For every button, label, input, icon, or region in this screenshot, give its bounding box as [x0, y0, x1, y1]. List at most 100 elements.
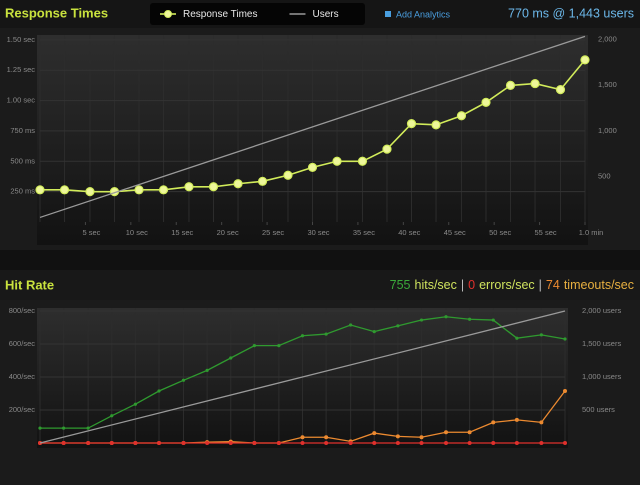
- point-marker: [86, 441, 91, 445]
- summary: 755 hits/sec | 0 errors/sec | 74 timeouts/sec: [390, 278, 634, 292]
- point-marker: [324, 435, 329, 440]
- y-tick-label: 1.25 sec: [7, 65, 36, 74]
- point-marker: [456, 111, 467, 121]
- point-marker: [372, 441, 377, 445]
- point-marker: [276, 441, 281, 445]
- point-marker: [481, 97, 491, 107]
- y2-tick-label: 500: [598, 171, 611, 180]
- point-marker: [419, 441, 424, 445]
- summary-part: timeouts/sec: [564, 278, 634, 292]
- point-marker: [467, 441, 472, 445]
- point-marker: [444, 315, 448, 319]
- point-marker: [431, 120, 441, 130]
- point-marker: [252, 344, 256, 348]
- point-marker: [283, 170, 293, 180]
- x-tick-label: 10 sec: [126, 228, 148, 237]
- y-tick-label: 400/sec: [9, 372, 36, 381]
- point-marker: [491, 441, 496, 445]
- separator: [0, 250, 640, 270]
- point-marker: [514, 441, 519, 445]
- y-tick-label: 800/sec: [9, 306, 36, 315]
- point-marker: [419, 318, 424, 322]
- point-marker: [332, 156, 342, 166]
- point-marker: [396, 324, 400, 328]
- point-marker: [505, 80, 516, 90]
- chart-title: Hit Rate: [5, 277, 54, 292]
- x-tick-label: 1.0 min: [579, 228, 604, 237]
- point-marker: [205, 368, 209, 372]
- point-marker: [395, 441, 400, 445]
- x-tick-label: 35 sec: [353, 228, 375, 237]
- y2-tick-label: 1,000 users: [582, 372, 621, 381]
- point-marker: [157, 441, 161, 445]
- point-marker: [233, 179, 243, 189]
- point-marker: [252, 441, 257, 445]
- point-marker: [444, 430, 448, 435]
- point-marker: [38, 426, 42, 430]
- x-tick-label: 40 sec: [398, 228, 420, 237]
- x-tick-label: 30 sec: [307, 228, 329, 237]
- point-marker: [229, 356, 233, 360]
- point-marker: [539, 333, 543, 337]
- point-marker: [467, 430, 472, 435]
- x-tick-label: 25 sec: [262, 228, 284, 237]
- point-marker: [539, 420, 544, 425]
- legend-box: [150, 3, 365, 25]
- point-marker: [324, 441, 329, 445]
- point-marker: [157, 389, 161, 393]
- point-marker: [86, 426, 90, 430]
- y2-tick-label: 500 users: [582, 405, 615, 414]
- series-line: [39, 310, 566, 444]
- point-marker: [85, 187, 95, 197]
- chart-title: Response Times: [5, 5, 108, 20]
- point-marker: [539, 441, 544, 445]
- point-marker: [555, 85, 566, 95]
- point-marker: [357, 156, 368, 166]
- legend-label: Response Times: [183, 9, 257, 20]
- summary-part: hits/sec: [415, 278, 457, 292]
- y2-tick-label: 2,000 users: [582, 306, 621, 315]
- point-marker: [348, 441, 353, 445]
- point-marker: [491, 420, 496, 425]
- y2-tick-label: 1,500 users: [582, 339, 621, 348]
- series-line: [39, 35, 586, 219]
- point-marker: [468, 317, 472, 321]
- point-marker: [181, 441, 186, 445]
- point-marker: [300, 441, 305, 445]
- x-tick-label: 20 sec: [217, 228, 239, 237]
- summary-part: 74: [546, 278, 560, 292]
- x-tick-label: 5 sec: [82, 228, 100, 237]
- point-marker: [419, 435, 424, 440]
- point-marker: [134, 185, 144, 195]
- summary-part: 755: [390, 278, 411, 292]
- y2-tick-label: 2,000: [598, 35, 617, 44]
- point-marker: [324, 332, 328, 336]
- point-marker: [563, 441, 567, 445]
- point-marker: [349, 323, 353, 327]
- point-marker: [372, 330, 376, 334]
- y2-tick-label: 1,500: [598, 80, 617, 89]
- hit-rate-bar: [0, 270, 640, 300]
- y-tick-label: 500 ms: [10, 156, 35, 165]
- point-marker: [382, 144, 392, 154]
- x-tick-label: 50 sec: [489, 228, 511, 237]
- point-marker: [133, 402, 137, 406]
- point-marker: [372, 431, 377, 436]
- point-marker: [61, 441, 66, 445]
- point-marker: [515, 336, 519, 340]
- summary-part: errors/sec: [479, 278, 535, 292]
- point-marker: [205, 441, 210, 445]
- legend-label: Users: [312, 9, 338, 20]
- point-marker: [109, 441, 114, 445]
- point-marker: [257, 176, 268, 186]
- y-tick-label: 1.50 sec: [7, 35, 36, 44]
- point-marker: [530, 78, 540, 89]
- summary-part: |: [539, 278, 542, 292]
- x-tick-label: 45 sec: [444, 228, 466, 237]
- point-marker: [158, 185, 169, 195]
- y-tick-label: 250 ms: [10, 187, 35, 196]
- point-marker: [300, 435, 305, 440]
- point-marker: [208, 182, 219, 192]
- add-analytics-icon[interactable]: [385, 11, 391, 17]
- add-analytics[interactable]: Add Analytics: [396, 9, 451, 19]
